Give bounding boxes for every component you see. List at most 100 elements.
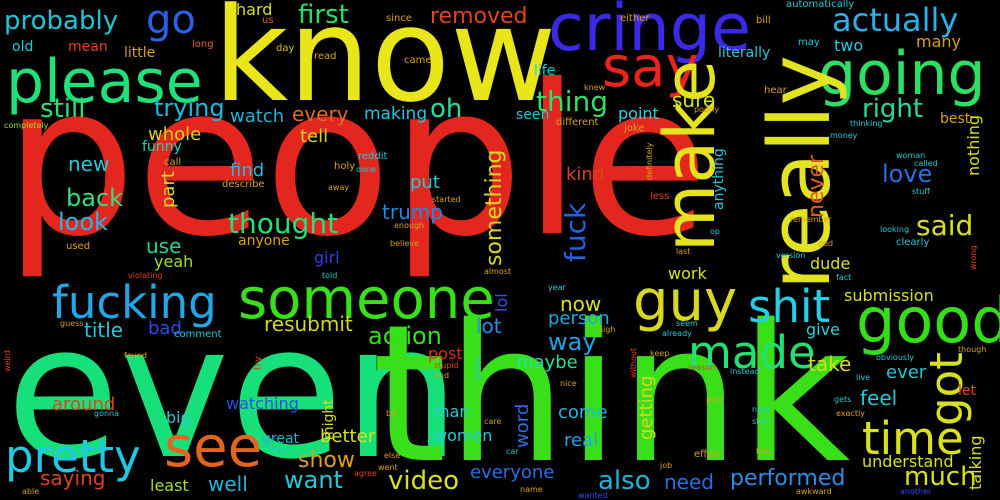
word-believe: believe (390, 239, 420, 248)
word-post: post (428, 344, 463, 363)
word-live: live (856, 373, 871, 382)
word-exactly: exactly (836, 409, 865, 418)
word-lot: lot (476, 314, 502, 338)
word-stop: stop (752, 417, 770, 426)
word-else: else (384, 451, 401, 460)
word-right: right (862, 94, 924, 124)
word-around: around (52, 394, 116, 415)
word-back: back (66, 184, 124, 212)
word-reason: reason (688, 363, 716, 372)
word-little: little (124, 45, 156, 61)
word-time: time (862, 412, 964, 465)
word-kind: kind (566, 164, 605, 185)
word-guess: guess (60, 319, 84, 328)
word-completely: completely (4, 121, 49, 130)
word-almost: almost (484, 267, 512, 276)
word-part: part (158, 171, 179, 208)
word-stupid: stupid (434, 361, 459, 370)
word-use: use (146, 234, 182, 258)
word-someone: someone (238, 267, 495, 332)
word-keep: keep (650, 349, 670, 358)
word-looking: looking (880, 225, 910, 234)
word-away: away (328, 183, 350, 192)
word-nothing: nothing (964, 114, 983, 176)
word-went: went (378, 463, 398, 472)
word-version: version (776, 251, 806, 260)
word-understand: understand (862, 452, 954, 471)
word-care: care (484, 417, 502, 426)
word-joke: joke (624, 123, 645, 134)
word-mean: mean (68, 39, 108, 55)
word-submission: submission (844, 286, 934, 305)
word-said: said (916, 209, 974, 242)
word-shit: shit (748, 280, 831, 333)
word-better: better (320, 426, 376, 447)
word-people: people (4, 41, 710, 283)
word-thought: thought (228, 207, 339, 240)
word-lol: lol (492, 293, 511, 312)
word-hear: hear (764, 85, 787, 96)
word-remember: remember (790, 215, 832, 224)
word-dude: dude (810, 254, 851, 273)
word-high: high (598, 325, 616, 334)
word-love: love (882, 160, 933, 188)
word-definitely: definitely (645, 142, 654, 180)
word-funny: funny (142, 139, 182, 155)
word-want: want (284, 466, 343, 494)
word-new: new (68, 152, 110, 176)
word-first: first (298, 0, 349, 30)
word-though: though (958, 345, 987, 354)
word-started: started (432, 195, 461, 204)
word-best: best (940, 111, 971, 127)
word-give: give (806, 320, 840, 339)
word-think: think (372, 284, 851, 500)
word-seem: seem (676, 319, 698, 328)
word-wanted: wanted (578, 491, 608, 500)
word-still: still (40, 94, 86, 124)
word-day: day (276, 43, 295, 54)
word-probably: probably (4, 6, 119, 36)
word-knew: knew (584, 83, 606, 92)
word-never: never (804, 154, 829, 218)
word-find: find (230, 160, 265, 181)
word-sure: sure (672, 88, 716, 112)
word-less: less (650, 191, 670, 202)
word-comment: comment (174, 329, 222, 340)
word-saying: saying (40, 466, 106, 490)
word-least: least (150, 476, 189, 495)
word-bit: bit (386, 409, 397, 418)
word-came: came (404, 55, 432, 66)
word-thing: thing (536, 85, 609, 118)
word-know: know (213, 0, 557, 131)
word-poorly: poorly (694, 105, 720, 114)
word-actually: actually (832, 1, 959, 39)
word-try: try (253, 356, 264, 370)
word-let: let (958, 383, 976, 399)
word-year: year (548, 283, 566, 292)
word-even: even (6, 284, 461, 500)
word-oh: oh (430, 94, 463, 124)
word-trump: trump (382, 200, 443, 224)
word-able: able (22, 487, 40, 496)
word-since: since (386, 13, 412, 24)
word-guy: guy (633, 269, 738, 334)
word-next: next (752, 405, 770, 414)
word-name: name (520, 485, 543, 494)
word-cringe: cringe (548, 0, 751, 66)
word-ever: ever (886, 362, 927, 383)
word-removed: removed (430, 4, 528, 29)
word-show: show (298, 448, 355, 473)
word-already: already (662, 329, 692, 338)
word-come: come (558, 402, 608, 423)
word-whole: whole (148, 124, 202, 145)
word-bill: bill (756, 15, 771, 26)
word-end: end (434, 371, 450, 380)
word-effort: effort (694, 449, 722, 460)
word-hard: hard (236, 0, 273, 19)
word-title: title (84, 318, 124, 342)
word-found: found (124, 351, 147, 360)
word-much: much (904, 462, 977, 492)
word-read: read (314, 51, 337, 62)
word-may: may (798, 37, 820, 48)
word-performed: performed (730, 466, 846, 491)
